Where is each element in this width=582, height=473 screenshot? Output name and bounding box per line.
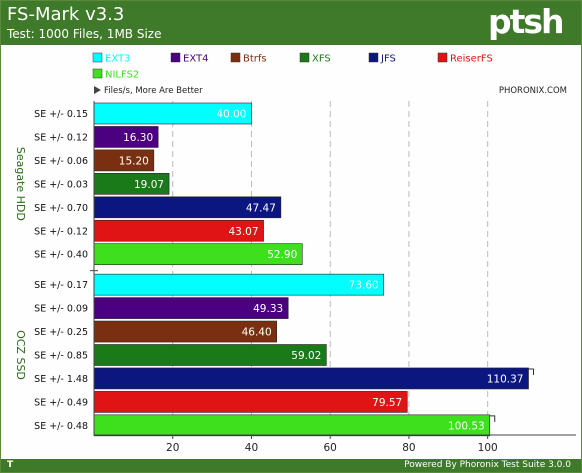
- bars: [93, 102, 534, 437]
- legend-label-xfs: XFS: [312, 54, 331, 65]
- group-label: OCZ SSD: [14, 330, 27, 380]
- legend: EXT3 EXT4 Btrfs XFS JFS ReiserFS NILFS2 Files/s…: [92, 52, 567, 96]
- bar-value-label: 59.02: [291, 350, 321, 362]
- bar-nilfs2: [93, 414, 491, 437]
- bar-value-label: 43.07: [228, 226, 258, 238]
- se-label: SE +/- 0.03: [34, 179, 88, 190]
- group-label: Seagate HDD: [14, 147, 27, 221]
- legend-swatch-reiserfs: [437, 52, 448, 63]
- direction-note: Files/s, More Are Better: [104, 86, 203, 96]
- bar-value-label: 46.40: [242, 327, 272, 339]
- footer-credit: Powered By Phoronix Test Suite 3.0.0: [404, 460, 571, 470]
- bar-value-label: 52.90: [267, 249, 297, 261]
- chart-title: FS-Mark v3.3: [7, 4, 125, 25]
- pts-logo: ptsh: [488, 2, 565, 41]
- bar-value-label: 79.57: [372, 397, 402, 409]
- se-label: SE +/- 0.17: [34, 280, 88, 291]
- axes: 20 40 60 80 100: [90, 101, 576, 454]
- bar-value-label: 16.30: [123, 132, 153, 144]
- legend-label-reiserfs: ReiserFS: [450, 54, 493, 65]
- legend-label-btrfs: Btrfs: [243, 54, 267, 65]
- grid: [172, 101, 489, 435]
- chart-subtitle: Test: 1000 Files, 1MB Size: [7, 27, 162, 41]
- legend-swatch-nilfs2: [92, 68, 103, 79]
- bar-value-label: 73.60: [349, 280, 379, 292]
- se-label: SE +/- 0.15: [34, 109, 88, 120]
- se-label: SE +/- 0.06: [34, 156, 88, 167]
- bar-value-label: 15.20: [119, 155, 149, 167]
- x-tick-label: 40: [245, 442, 258, 454]
- x-tick-label: 60: [324, 442, 337, 454]
- se-label: SE +/- 1.48: [34, 374, 88, 385]
- error-bar: [528, 368, 534, 375]
- legend-swatch-xfs: [299, 52, 310, 63]
- x-tick-label: 80: [402, 442, 415, 454]
- labels: 40.00 SE +/- 0.15 16.30 SE +/- 0.12 15.20 SE …: [14, 109, 523, 433]
- legend-label-nilfs2: NILFS2: [105, 70, 139, 81]
- bar-jfs: [93, 367, 529, 390]
- bar-value-label: 19.07: [134, 179, 164, 191]
- bar-value-label: 49.33: [253, 303, 283, 315]
- legend-label-ext4: EXT4: [183, 54, 208, 65]
- bar-value-label: 100.53: [448, 420, 485, 432]
- bar-ext3: [93, 273, 385, 296]
- x-tick-label: 100: [478, 442, 498, 454]
- se-label: SE +/- 0.40: [34, 250, 88, 261]
- footer-left-text: T: [7, 460, 14, 470]
- se-label: SE +/- 0.12: [34, 226, 88, 237]
- bar-value-label: 40.00: [216, 109, 246, 121]
- brand-note: PHORONIX.COM: [499, 86, 567, 96]
- bar-chart: EXT3 EXT4 Btrfs XFS JFS ReiserFS NILFS2 Files/s…: [14, 52, 576, 454]
- legend-swatch-ext4: [170, 52, 181, 63]
- error-bar: [489, 415, 496, 422]
- x-tick-label: 20: [166, 442, 179, 454]
- legend-swatch-btrfs: [230, 52, 241, 63]
- legend-label-jfs: JFS: [380, 54, 396, 65]
- bar-reiserfs: [93, 391, 408, 413]
- se-label: SE +/- 0.49: [34, 397, 88, 408]
- se-label: SE +/- 0.12: [34, 132, 88, 143]
- bar-value-label: 47.47: [246, 202, 276, 214]
- footer-bar: T Powered By Phoronix Test Suite 3.0.0: [1, 459, 581, 472]
- se-label: SE +/- 0.48: [34, 421, 88, 432]
- header-bar: FS-Mark v3.3 Test: 1000 Files, 1MB Size …: [1, 1, 581, 45]
- se-label: SE +/- 0.85: [34, 351, 88, 362]
- bar-value-label: 110.37: [487, 373, 524, 385]
- legend-swatch-jfs: [368, 52, 379, 63]
- legend-swatch-ext3: [92, 52, 103, 63]
- se-label: SE +/- 0.25: [34, 327, 88, 338]
- direction-arrow-icon: [94, 86, 101, 94]
- se-label: SE +/- 0.09: [34, 304, 88, 315]
- se-label: SE +/- 0.70: [34, 203, 88, 214]
- legend-label-ext3: EXT3: [105, 54, 130, 65]
